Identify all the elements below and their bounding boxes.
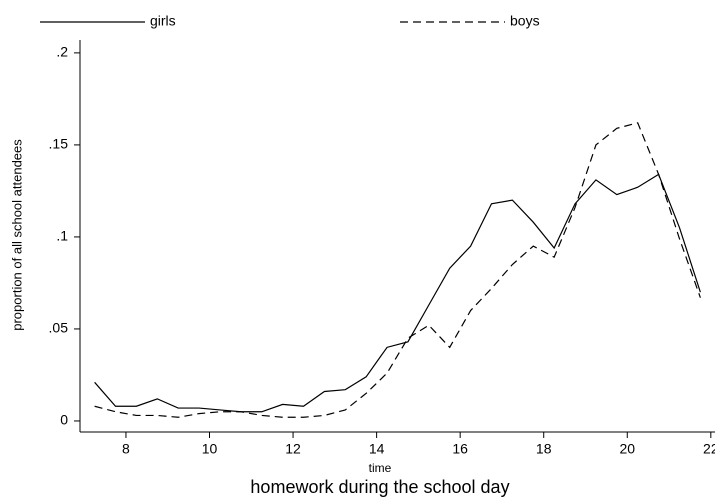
legend-label: boys: [510, 13, 540, 29]
x-tick-label: 14: [369, 441, 385, 457]
x-tick-label: 10: [202, 441, 218, 457]
y-tick-label: .05: [49, 320, 69, 336]
legend-label: girls: [150, 13, 176, 29]
y-tick-label: .2: [56, 44, 68, 60]
x-tick-label: 16: [452, 441, 468, 457]
series-line: [94, 173, 701, 413]
x-tick-label: 18: [536, 441, 552, 457]
x-tick-label: 22: [703, 441, 715, 457]
y-tick-label: .15: [49, 136, 69, 152]
x-axis-label: time: [369, 461, 392, 475]
x-tick-label: 12: [285, 441, 301, 457]
x-tick-label: 8: [122, 441, 130, 457]
series-line: [94, 122, 701, 418]
y-tick-label: .1: [56, 228, 68, 244]
chart-title: homework during the school day: [250, 477, 509, 497]
y-axis-label: proportion of all school attendees: [9, 139, 24, 331]
x-tick-label: 20: [619, 441, 635, 457]
y-tick-label: 0: [60, 412, 68, 428]
